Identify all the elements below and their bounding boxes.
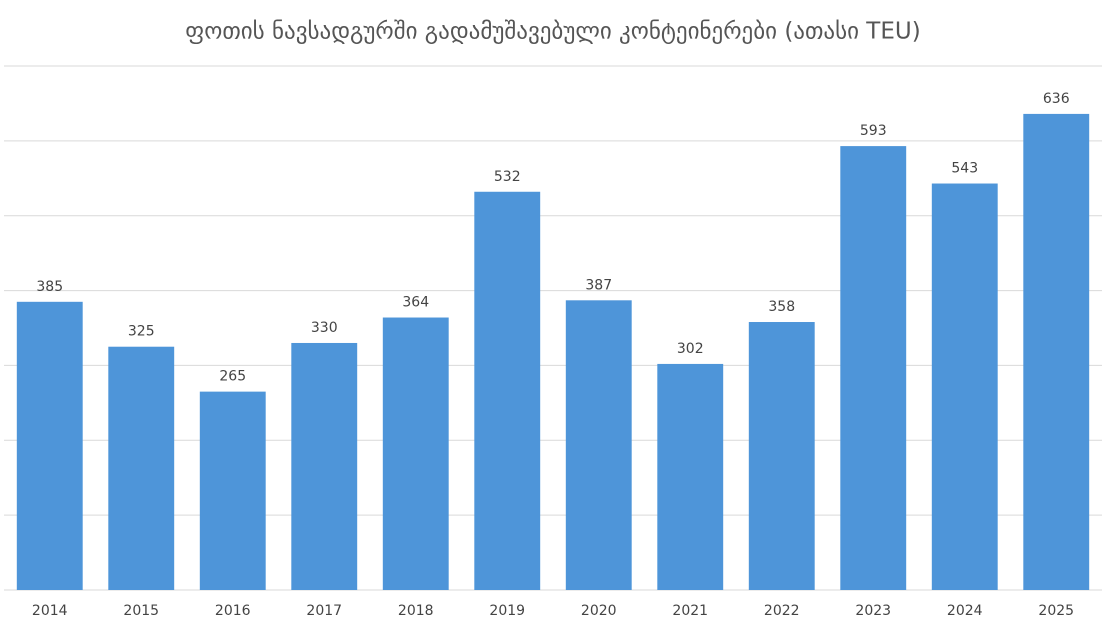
x-tick-label: 2024 (947, 603, 983, 619)
x-tick-label: 2022 (764, 603, 800, 619)
x-tick-label: 2017 (306, 603, 342, 619)
value-label: 532 (494, 169, 521, 185)
bar (199, 391, 266, 590)
value-label: 302 (677, 341, 704, 357)
x-tick-label: 2025 (1038, 603, 1074, 619)
value-label: 387 (585, 277, 612, 293)
x-tick-label: 2015 (123, 603, 159, 619)
x-tick-label: 2019 (489, 603, 525, 619)
bar (291, 342, 358, 590)
x-tick-label: 2016 (215, 603, 251, 619)
bar (840, 146, 907, 590)
chart-title: ფოთის ნავსადგურში გადამუშავებული კონტეინ… (185, 19, 920, 45)
x-tick-label: 2020 (581, 603, 617, 619)
x-tick-label: 2021 (672, 603, 708, 619)
bar (565, 300, 632, 590)
value-label: 364 (402, 295, 429, 311)
bar (1023, 113, 1090, 590)
bar (748, 322, 815, 590)
value-label: 358 (768, 299, 795, 315)
value-label: 385 (36, 279, 63, 295)
bar (16, 301, 83, 590)
x-tick-label: 2018 (398, 603, 434, 619)
bar (382, 317, 449, 590)
x-tick-label: 2014 (32, 603, 68, 619)
bar (657, 363, 724, 590)
value-label: 265 (219, 369, 246, 385)
value-label: 636 (1043, 91, 1070, 107)
value-label: 325 (128, 324, 155, 340)
bar (931, 183, 998, 591)
x-tick-label: 2023 (855, 603, 891, 619)
bar (474, 191, 541, 590)
value-label: 543 (951, 161, 978, 177)
bar (108, 346, 175, 590)
value-label: 593 (860, 123, 887, 139)
value-label: 330 (311, 320, 338, 336)
